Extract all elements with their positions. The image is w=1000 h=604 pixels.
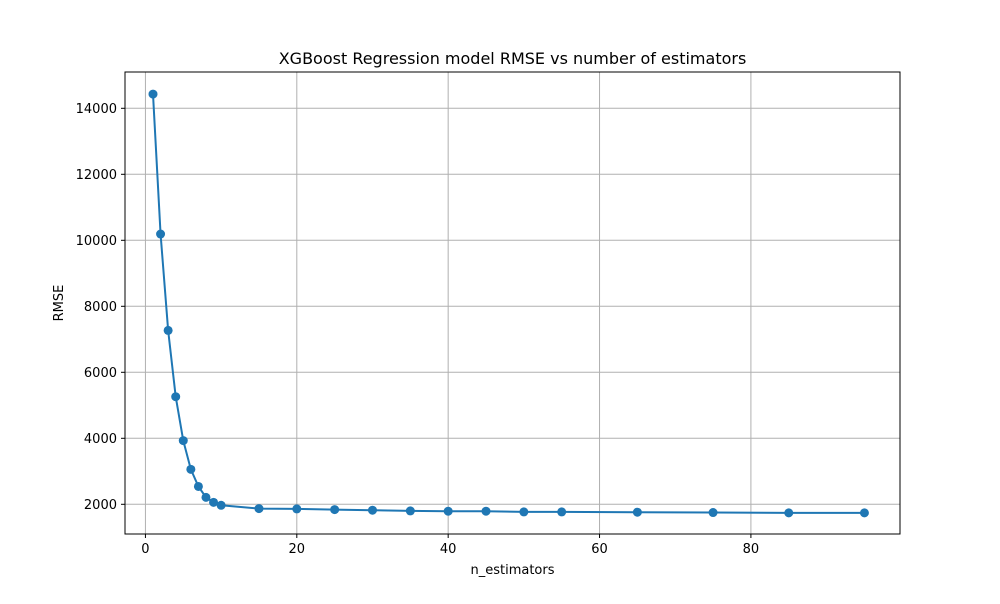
- data-point: [186, 464, 196, 474]
- data-point: [557, 507, 567, 517]
- series-line: [152, 94, 865, 514]
- x-tick-label: 60: [591, 542, 608, 557]
- y-tick-label: 10000: [76, 234, 117, 249]
- chart-title: XGBoost Regression model RMSE vs number …: [279, 49, 747, 68]
- y-tick-label: 6000: [84, 366, 117, 381]
- data-point: [367, 505, 377, 515]
- data-point: [163, 325, 173, 335]
- data-point: [443, 506, 453, 516]
- x-tick-label: 80: [743, 542, 760, 557]
- data-point: [859, 508, 869, 518]
- data-point: [330, 505, 340, 515]
- data-point: [632, 507, 642, 517]
- y-tick-label: 4000: [84, 432, 117, 447]
- data-point: [519, 507, 529, 517]
- series-layer: [148, 89, 869, 518]
- x-tick-label: 20: [289, 542, 306, 557]
- data-point: [481, 506, 491, 516]
- y-tick-label: 8000: [84, 300, 117, 315]
- plot-area-frame: [124, 71, 901, 535]
- data-point: [216, 500, 226, 510]
- x-axis-ticks: 0 20 40 60 80: [141, 534, 759, 557]
- data-point: [708, 508, 718, 518]
- data-point: [171, 392, 181, 402]
- data-point: [201, 492, 211, 502]
- data-point: [193, 481, 203, 491]
- data-point: [405, 506, 415, 516]
- data-point: [148, 89, 158, 99]
- data-point: [178, 436, 188, 446]
- grid: [125, 72, 900, 534]
- y-tick-label: 14000: [76, 102, 117, 117]
- data-point: [784, 508, 794, 518]
- data-point: [254, 504, 264, 514]
- y-tick-label: 12000: [76, 168, 117, 183]
- data-point: [209, 497, 219, 507]
- data-point: [292, 504, 302, 514]
- x-tick-label: 0: [141, 542, 149, 557]
- y-axis-label: RMSE: [52, 285, 67, 322]
- y-axis-ticks: 2000 4000 6000 8000 10000 12000 14000: [76, 102, 125, 513]
- y-tick-label: 2000: [84, 498, 117, 513]
- data-point: [156, 229, 166, 239]
- x-axis-label: n_estimators: [470, 563, 554, 578]
- x-tick-label: 40: [440, 542, 457, 557]
